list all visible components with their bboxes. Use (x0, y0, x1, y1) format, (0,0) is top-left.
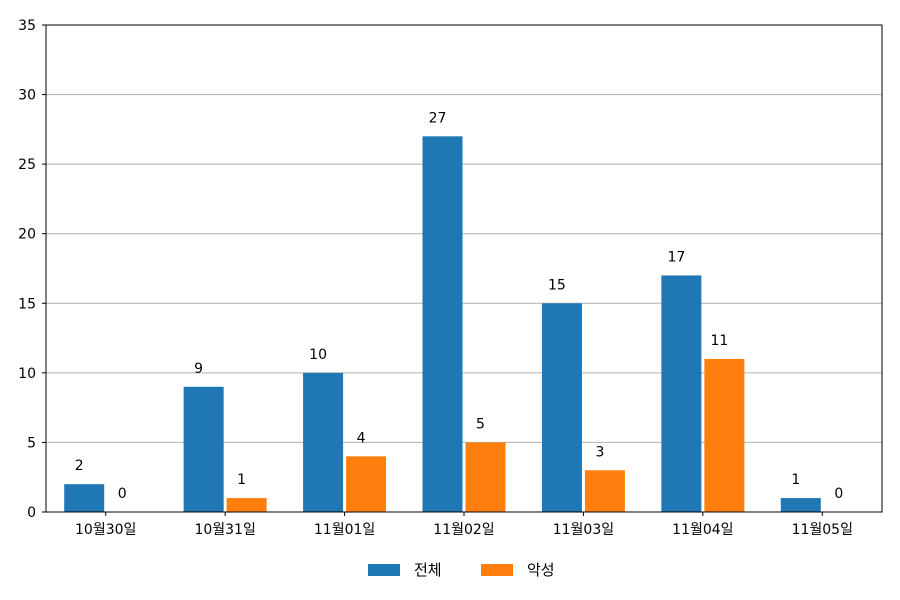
x-tick-label: 11월03일 (553, 522, 614, 538)
bar (584, 470, 625, 512)
x-tick-label: 11월05일 (792, 522, 853, 538)
legend-label: 전체 (414, 561, 442, 579)
y-axis: 0 5 10 15 20 25 30 35 (18, 18, 46, 521)
y-tick-label: 10 (18, 366, 36, 382)
data-label: 27 (429, 110, 447, 126)
bar (465, 442, 506, 512)
x-tick-label: 11월04일 (672, 522, 733, 538)
data-label: 11 (710, 333, 728, 349)
data-label: 5 (476, 416, 485, 432)
data-label: 0 (118, 486, 127, 502)
legend-swatch (481, 564, 513, 576)
bar (183, 386, 224, 512)
bar (303, 372, 344, 512)
data-label: 3 (595, 444, 604, 460)
bar (661, 275, 702, 512)
legend: 전체 악성 (368, 561, 555, 579)
data-label: 2 (75, 458, 84, 474)
x-tick-label: 11월02일 (433, 522, 494, 538)
bar (780, 498, 821, 512)
y-tick-label: 25 (18, 157, 36, 173)
y-tick-label: 30 (18, 88, 36, 104)
data-label: 4 (357, 430, 366, 446)
bar (64, 484, 105, 512)
y-tick-label: 35 (18, 18, 36, 34)
legend-label: 악성 (527, 561, 555, 579)
legend-swatch (368, 564, 400, 576)
grid-lines (46, 94, 882, 443)
x-tick-label: 11월01일 (314, 522, 375, 538)
x-axis: 10월30일 10월31일 11월01일 11월02일 11월03일 11월04일 11월0… (75, 512, 853, 538)
bars (64, 136, 821, 513)
data-label: 10 (309, 347, 327, 363)
data-label: 17 (667, 249, 685, 265)
y-tick-label: 5 (27, 435, 36, 451)
bar (541, 303, 582, 512)
data-label: 9 (194, 361, 203, 377)
x-tick-label: 10월31일 (194, 522, 255, 538)
y-tick-label: 15 (18, 296, 36, 312)
data-label: 0 (834, 486, 843, 502)
bar (226, 498, 267, 512)
plot-frame (45, 24, 883, 513)
y-tick-label: 0 (27, 505, 36, 521)
data-label: 1 (237, 472, 246, 488)
bar (704, 358, 745, 512)
bar (346, 456, 387, 512)
data-label: 1 (791, 472, 800, 488)
x-tick-label: 10월30일 (75, 522, 136, 538)
data-label: 15 (548, 277, 566, 293)
bar (422, 136, 463, 513)
y-tick-label: 20 (18, 227, 36, 243)
